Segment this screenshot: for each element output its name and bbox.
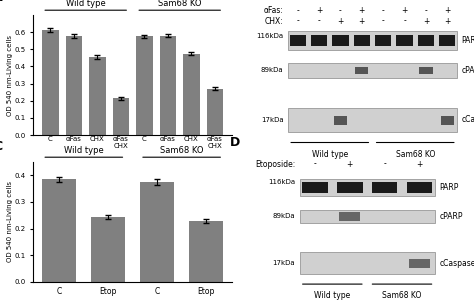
Text: 89kDa: 89kDa [261, 68, 283, 74]
FancyBboxPatch shape [334, 116, 347, 124]
Text: -: - [382, 6, 384, 15]
Text: +: + [423, 16, 429, 26]
Text: -: - [313, 160, 316, 169]
Text: 17kDa: 17kDa [261, 117, 283, 123]
FancyBboxPatch shape [439, 35, 456, 46]
Bar [160, 36, 176, 135]
Text: CHX: CHX [196, 183, 210, 189]
FancyBboxPatch shape [409, 259, 430, 268]
FancyBboxPatch shape [290, 35, 306, 46]
Text: +: + [346, 160, 353, 169]
FancyBboxPatch shape [355, 67, 368, 74]
Bar [113, 98, 129, 135]
FancyBboxPatch shape [302, 182, 328, 193]
Text: Wild type: Wild type [311, 150, 348, 159]
Text: Etoposide:: Etoposide: [255, 160, 295, 169]
Text: cPARP: cPARP [462, 66, 474, 75]
Text: -: - [296, 6, 299, 15]
Text: +: + [444, 6, 450, 15]
FancyBboxPatch shape [300, 252, 435, 274]
FancyBboxPatch shape [354, 35, 370, 46]
Bar [140, 182, 174, 282]
FancyBboxPatch shape [337, 182, 363, 193]
Bar [42, 30, 59, 135]
Text: Sam68 KO: Sam68 KO [160, 146, 203, 155]
Bar [136, 36, 153, 135]
Bar [42, 179, 76, 282]
Text: -: - [383, 160, 386, 169]
Bar [89, 57, 106, 135]
Text: Sam68 KO: Sam68 KO [383, 291, 422, 300]
FancyBboxPatch shape [300, 210, 435, 224]
Text: αFas:: αFas: [264, 6, 283, 15]
FancyBboxPatch shape [332, 35, 348, 46]
Text: CHX:: CHX: [265, 16, 283, 26]
FancyBboxPatch shape [339, 212, 360, 220]
Text: -: - [403, 16, 406, 26]
FancyBboxPatch shape [396, 35, 413, 46]
Text: -: - [425, 6, 427, 15]
Text: -: - [318, 16, 320, 26]
FancyBboxPatch shape [288, 63, 457, 78]
Text: +: + [316, 6, 322, 15]
Text: 116kDa: 116kDa [256, 33, 283, 39]
Text: D: D [230, 136, 240, 149]
FancyBboxPatch shape [407, 182, 432, 193]
Text: Sam68 KO: Sam68 KO [158, 0, 201, 8]
Text: Wild type: Wild type [66, 0, 106, 8]
Text: 89kDa: 89kDa [273, 214, 295, 220]
FancyBboxPatch shape [375, 35, 391, 46]
Text: -: - [339, 6, 342, 15]
Text: cPARP: cPARP [439, 212, 463, 221]
Text: CHX: CHX [102, 183, 117, 189]
Text: -: - [382, 16, 384, 26]
Text: PARP: PARP [439, 183, 458, 192]
FancyBboxPatch shape [288, 108, 457, 132]
Text: +: + [444, 16, 450, 26]
Y-axis label: OD 540 nm-Living cells: OD 540 nm-Living cells [7, 34, 13, 116]
Text: -: - [296, 16, 299, 26]
Bar [91, 217, 126, 282]
Y-axis label: OD 540 nm-Living cells: OD 540 nm-Living cells [7, 182, 13, 262]
Text: Wild type: Wild type [64, 146, 104, 155]
Text: Sam68 KO: Sam68 KO [395, 150, 435, 159]
Text: +: + [401, 6, 408, 15]
FancyBboxPatch shape [441, 116, 454, 124]
Text: +: + [359, 6, 365, 15]
Bar [183, 54, 200, 135]
Text: +: + [416, 160, 423, 169]
Bar [66, 36, 82, 135]
Bar [189, 221, 223, 282]
FancyBboxPatch shape [288, 31, 457, 50]
Text: PARP: PARP [462, 36, 474, 45]
FancyBboxPatch shape [372, 182, 397, 193]
Text: A: A [0, 0, 3, 4]
Text: C: C [0, 140, 2, 153]
FancyBboxPatch shape [418, 35, 434, 46]
Text: 116kDa: 116kDa [268, 179, 295, 185]
FancyBboxPatch shape [419, 67, 433, 74]
Text: cCaspase3: cCaspase3 [439, 259, 474, 268]
Text: 17kDa: 17kDa [273, 260, 295, 266]
Bar [207, 89, 223, 135]
FancyBboxPatch shape [311, 35, 327, 46]
Text: cCaspase3: cCaspase3 [462, 116, 474, 124]
FancyBboxPatch shape [300, 178, 435, 196]
Text: +: + [359, 16, 365, 26]
Text: Wild type: Wild type [314, 291, 350, 300]
Text: +: + [337, 16, 344, 26]
